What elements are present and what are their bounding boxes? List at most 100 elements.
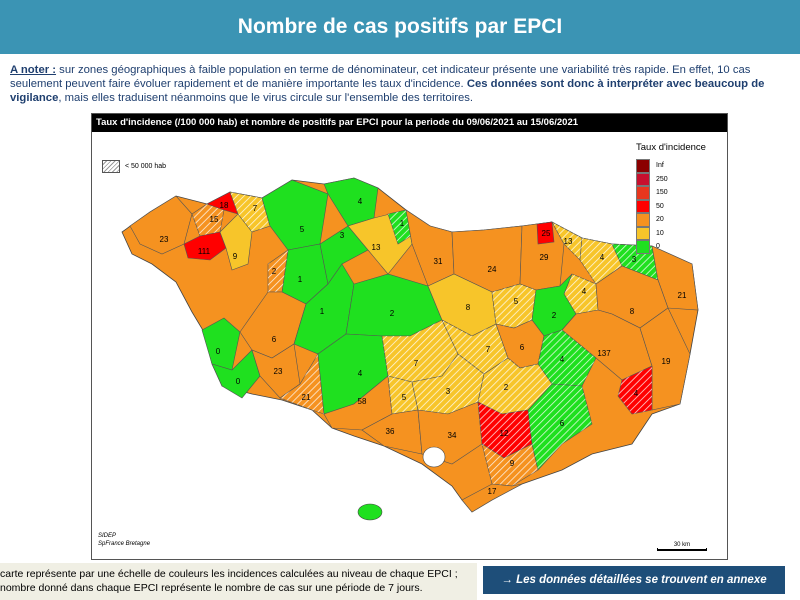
legend-swatch	[636, 226, 650, 240]
scale-bar: 30 km	[657, 542, 707, 551]
epci-hatch	[388, 376, 418, 414]
legend-swatch	[636, 186, 650, 200]
epci-count-label: 6	[272, 335, 277, 344]
footer-line-2: nombre donné dans chaque EPCI représente…	[0, 582, 423, 594]
page-header: Nombre de cas positifs par EPCI	[0, 0, 800, 54]
epci-region	[201, 317, 241, 371]
source-line-2: SpFrance Bretagne	[98, 541, 151, 547]
epci-hatch	[280, 354, 324, 414]
epci-count-label: 137	[597, 349, 611, 358]
epci-count-label: 58	[358, 397, 367, 406]
epci-count-label: 31	[434, 257, 443, 266]
epci-count-label: 13	[564, 237, 573, 246]
epci-count-label: 8	[466, 303, 471, 312]
epci-count-label: 1	[320, 307, 325, 316]
legend-swatch	[636, 172, 650, 186]
legend-swatch	[636, 240, 650, 254]
note-bold-b: vigilance	[10, 92, 59, 104]
epci-count-label: 15	[210, 215, 219, 224]
hatch-label: < 50 000 hab	[125, 163, 167, 170]
epci-count-label: 23	[274, 367, 283, 376]
epci-count-label: 12	[500, 429, 509, 438]
epci-count-label: 29	[540, 253, 549, 262]
epci-hatch	[580, 238, 622, 284]
epci-hatch	[618, 366, 652, 414]
note-line1: sur zones géographiques à faible populat…	[56, 64, 751, 76]
scale-label: 30 km	[673, 542, 691, 548]
epci-count-label: 18	[220, 201, 229, 210]
annex-button[interactable]: → Les données détaillées se trouvent en …	[483, 566, 785, 594]
legend-label: 150	[656, 189, 668, 197]
epci-count-label: 3	[340, 231, 345, 240]
legend-row: 250	[636, 172, 726, 186]
legend-row: 20	[636, 213, 726, 227]
epci-count-label: 7	[486, 345, 491, 354]
epci-hatch	[478, 358, 552, 414]
island	[357, 503, 383, 521]
epci-count-label: 4	[600, 253, 605, 262]
legend-label: Inf	[656, 162, 664, 170]
epci-count-label: 4	[358, 369, 363, 378]
epci-count-label: 21	[678, 291, 687, 300]
legend-label: 0	[656, 243, 660, 251]
map-frame: 23 15 18 111 9 7 5 4 1 3 13 1 2 31 24 29 25 13 4 4 3 21 8 0 6 1 2 8…	[91, 113, 728, 560]
epci-hatch	[192, 204, 224, 236]
epci-count-label: 2	[552, 311, 557, 320]
note-paragraph: A noter : sur zones géographiques à faib…	[10, 63, 800, 105]
legend-label: 50	[656, 202, 664, 210]
epci-count-label: 4	[358, 197, 363, 206]
epci-count-label: 2	[390, 309, 395, 318]
hatch-swatch	[102, 160, 120, 173]
legend-row: 150	[636, 186, 726, 200]
epci-count-label: 24	[488, 265, 497, 274]
epci-count-label: 23	[160, 235, 169, 244]
epci-count-label: 7	[414, 359, 419, 368]
epci-count-label: 21	[302, 393, 311, 402]
legend-label: 20	[656, 216, 664, 224]
epci-count-label: 34	[448, 431, 457, 440]
epci-hatch	[230, 192, 270, 232]
note-line2: seulement peuvent faire évoluer rapideme…	[10, 78, 467, 90]
hatch-legend: < 50 000 hab	[102, 160, 166, 173]
epci-count-label: 36	[386, 427, 395, 436]
epci-count-label: 5	[300, 225, 305, 234]
legend-row: Inf	[636, 159, 726, 173]
epci-count-label: 3	[446, 387, 451, 396]
map-source: SIDEP SpFrance Bretagne	[98, 532, 150, 548]
epci-hatch	[492, 284, 536, 328]
epci-count-label: 4	[560, 355, 565, 364]
legend-swatch	[636, 199, 650, 213]
legend-title: Taux d'incidence	[636, 142, 706, 153]
map-title: Taux d'incidence (/100 000 hab) et nombr…	[92, 114, 727, 132]
epci-count-label: 5	[514, 297, 519, 306]
epci-hatch	[482, 444, 538, 486]
incidence-legend: Taux d'incidence Inf 250 150 50 20 10 0	[636, 142, 726, 254]
epci-count-label: 1	[298, 275, 303, 284]
note-line3: , mais elles traduisent néanmoins que le…	[58, 92, 474, 104]
footer-note: carte représente par une échelle de coul…	[0, 563, 477, 600]
epci-hatch	[478, 402, 532, 458]
epci-count-label: 13	[372, 243, 381, 252]
epci-count-label: 3	[632, 255, 637, 264]
epci-count-label: 0	[216, 347, 221, 356]
epci-count-label: 1	[400, 219, 405, 228]
epci-region	[461, 483, 523, 513]
legend-row: 10	[636, 226, 726, 240]
epci-count-label: 4	[582, 287, 587, 296]
epci-count-label: 25	[542, 229, 551, 238]
epci-hatch	[412, 354, 484, 414]
epci-count-label: 111	[198, 247, 211, 256]
epci-hatch	[442, 320, 508, 374]
epci-count-label: 6	[560, 419, 565, 428]
epci-count-label: 2	[504, 383, 509, 392]
island	[422, 446, 446, 468]
footer-line-1: carte représente par une échelle de coul…	[0, 568, 458, 580]
epci-region	[651, 245, 699, 311]
epci-hatch	[528, 384, 592, 470]
page-title: Nombre de cas positifs par EPCI	[237, 15, 563, 38]
epci-count-label: 0	[236, 377, 241, 386]
epci-count-label: 9	[510, 459, 515, 468]
epci-hatch	[382, 320, 458, 382]
epci-hatch	[268, 250, 288, 292]
